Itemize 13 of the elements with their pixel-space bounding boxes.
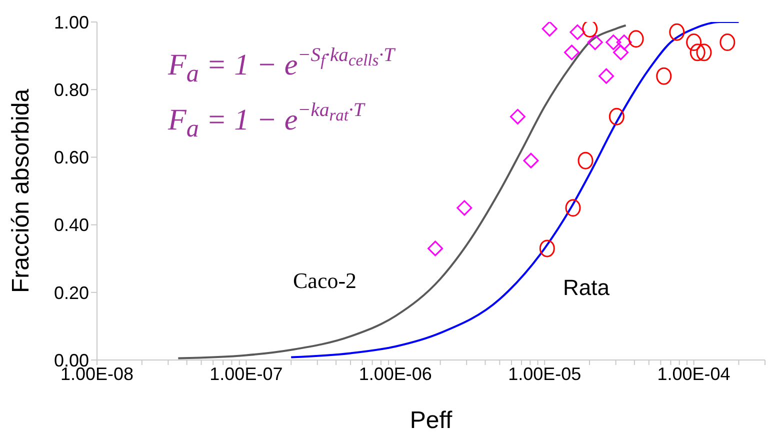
- annotation: Caco-2: [293, 267, 357, 295]
- annotation: Rata: [563, 274, 610, 302]
- y-tick-label: 1.00: [54, 12, 89, 32]
- y-tick-label: 0.20: [54, 282, 89, 303]
- y-tick-label: 0.60: [54, 148, 89, 168]
- y-tick-label: 0.40: [54, 215, 89, 236]
- y-tick-label: 0.80: [54, 80, 89, 100]
- y-axis-title: Fracción absorbida: [8, 88, 35, 294]
- x-axis-title: Peff: [410, 407, 452, 434]
- x-tick-label: 1.00E-04: [657, 364, 730, 384]
- x-tick-label: 1.00E-07: [210, 364, 283, 384]
- x-tick-label: 1.00E-05: [508, 364, 582, 384]
- x-tick-label: 1.00E-06: [358, 364, 432, 384]
